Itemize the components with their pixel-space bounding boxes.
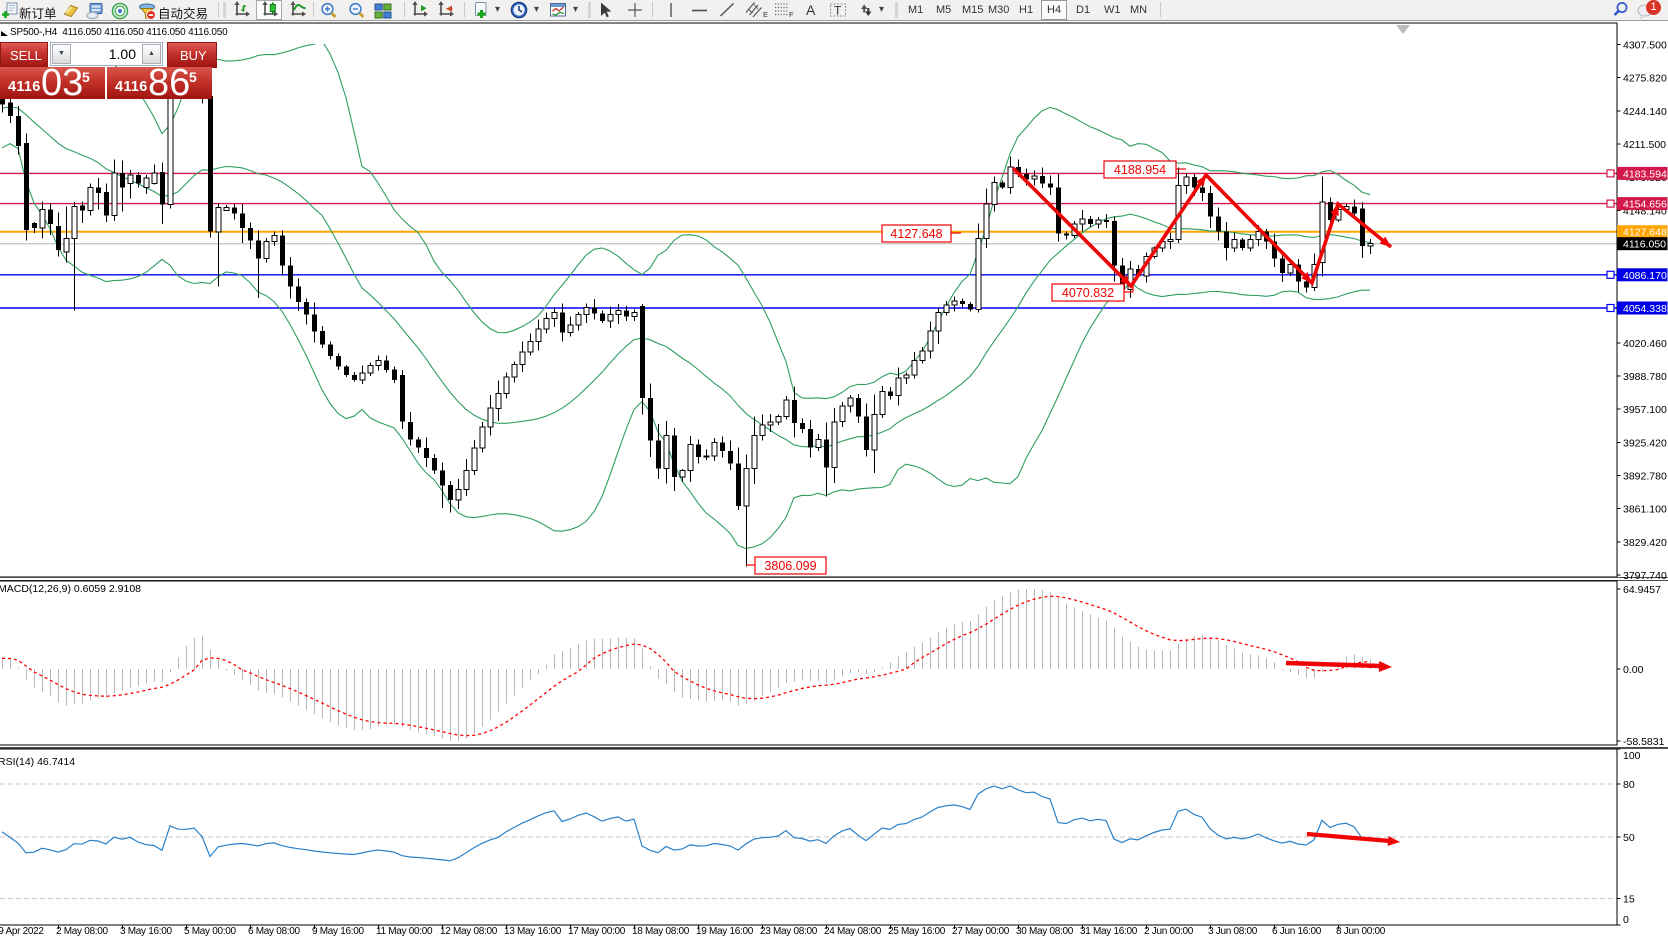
svg-text:8 Jun 00:00: 8 Jun 00:00 xyxy=(1336,926,1386,937)
svg-text:3892.780: 3892.780 xyxy=(1623,471,1667,483)
svg-text:2 Jun 00:00: 2 Jun 00:00 xyxy=(1144,926,1194,937)
svg-text:4244.140: 4244.140 xyxy=(1623,106,1667,118)
svg-text:2 May 08:00: 2 May 08:00 xyxy=(56,926,108,937)
svg-text:17 May 00:00: 17 May 00:00 xyxy=(568,926,626,937)
svg-text:25 May 16:00: 25 May 16:00 xyxy=(888,926,946,937)
svg-text:4154.656: 4154.656 xyxy=(1623,199,1667,211)
svg-text:3925.420: 3925.420 xyxy=(1623,437,1667,449)
svg-text:3957.100: 3957.100 xyxy=(1623,404,1667,416)
svg-text:4211.500: 4211.500 xyxy=(1623,139,1666,151)
svg-text:4020.460: 4020.460 xyxy=(1623,338,1667,350)
svg-text:4070.832: 4070.832 xyxy=(1062,286,1114,300)
svg-text:12 May 08:00: 12 May 08:00 xyxy=(440,926,498,937)
svg-text:4183.594: 4183.594 xyxy=(1623,168,1667,180)
svg-text:6 May 08:00: 6 May 08:00 xyxy=(248,926,300,937)
svg-text:64.9457: 64.9457 xyxy=(1623,584,1661,596)
svg-text:31 May 16:00: 31 May 16:00 xyxy=(1080,926,1138,937)
svg-text:5 May 00:00: 5 May 00:00 xyxy=(184,926,236,937)
svg-text:3829.420: 3829.420 xyxy=(1623,537,1667,549)
svg-text:15: 15 xyxy=(1623,894,1635,906)
svg-text:80: 80 xyxy=(1623,779,1635,791)
svg-text:A: A xyxy=(806,2,816,18)
svg-text:4116.050: 4116.050 xyxy=(1623,239,1666,251)
svg-text:3 May 16:00: 3 May 16:00 xyxy=(120,926,172,937)
svg-text:27 May 00:00: 27 May 00:00 xyxy=(952,926,1010,937)
svg-text:-58.5831: -58.5831 xyxy=(1623,736,1665,748)
svg-text:4127.648: 4127.648 xyxy=(890,227,942,241)
svg-text:3806.099: 3806.099 xyxy=(764,559,816,573)
svg-text:3988.780: 3988.780 xyxy=(1623,371,1667,383)
svg-text:13 May 16:00: 13 May 16:00 xyxy=(504,926,562,937)
svg-text:6 Jun 16:00: 6 Jun 16:00 xyxy=(1272,926,1322,937)
svg-text:3 Jun 08:00: 3 Jun 08:00 xyxy=(1208,926,1258,937)
svg-text:24 May 08:00: 24 May 08:00 xyxy=(824,926,882,937)
svg-text:4054.338: 4054.338 xyxy=(1623,303,1667,315)
svg-text:29 Apr 2022: 29 Apr 2022 xyxy=(0,926,44,937)
svg-text:4188.954: 4188.954 xyxy=(1114,163,1166,177)
svg-text:11 May 00:00: 11 May 00:00 xyxy=(376,926,433,937)
svg-text:4275.820: 4275.820 xyxy=(1623,73,1667,85)
svg-text:9 May 16:00: 9 May 16:00 xyxy=(312,926,364,937)
svg-text:19 May 16:00: 19 May 16:00 xyxy=(696,926,754,937)
svg-text:18 May 08:00: 18 May 08:00 xyxy=(632,926,690,937)
svg-text:0.00: 0.00 xyxy=(1623,664,1644,676)
svg-text:0: 0 xyxy=(1623,914,1629,926)
svg-text:23 May 08:00: 23 May 08:00 xyxy=(760,926,818,937)
svg-text:4086.170: 4086.170 xyxy=(1623,270,1667,282)
svg-text:RSI(14) 46.7414: RSI(14) 46.7414 xyxy=(0,756,75,768)
svg-text:3861.100: 3861.100 xyxy=(1623,504,1667,516)
svg-text:30 May 08:00: 30 May 08:00 xyxy=(1016,926,1074,937)
svg-text:T: T xyxy=(834,4,842,18)
svg-text:100: 100 xyxy=(1623,750,1641,762)
svg-text:4127.648: 4127.648 xyxy=(1623,227,1667,239)
svg-text:MACD(12,26,9) 0.6059 2.9108: MACD(12,26,9) 0.6059 2.9108 xyxy=(0,583,141,595)
svg-text:3797.740: 3797.740 xyxy=(1623,570,1667,582)
svg-text:4307.500: 4307.500 xyxy=(1623,40,1667,52)
svg-text:50: 50 xyxy=(1623,832,1635,844)
